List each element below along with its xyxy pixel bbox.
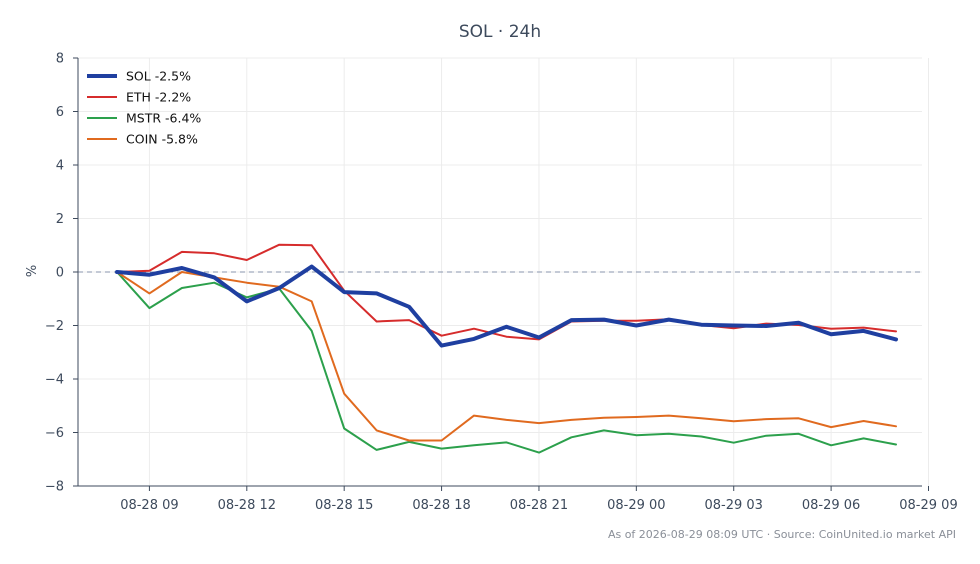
y-tick-label: −8	[45, 480, 64, 495]
y-tick-label: −4	[45, 373, 64, 388]
legend-label-coin: COIN -5.8%	[126, 132, 198, 147]
legend: SOL -2.5% ETH -2.2% MSTR -6.4% COIN -5.8%	[87, 69, 201, 147]
y-axis-label: %	[25, 265, 40, 277]
x-tick-label: 08-29 03	[704, 498, 762, 513]
x-tick-label: 08-28 12	[218, 498, 276, 513]
y-tick-label: 2	[56, 212, 64, 227]
series-line-mstr	[116, 271, 897, 454]
y-tick-label: −2	[45, 319, 64, 334]
x-tick-label: 08-28 15	[315, 498, 373, 513]
chart-title: SOL · 24h	[459, 22, 541, 42]
x-tick-label: 08-28 21	[510, 498, 568, 513]
legend-label-eth: ETH -2.2%	[126, 90, 191, 105]
series-layer	[115, 243, 898, 454]
series-line-eth	[116, 243, 897, 341]
series-line-sol	[115, 264, 898, 348]
legend-label-mstr: MSTR -6.4%	[126, 111, 201, 126]
legend-label-sol: SOL -2.5%	[126, 69, 191, 84]
axes-layer: −8 −6 −4 −2 0 2 4 6 8 08-28 09 08-28 12 08-28 15 08-…	[45, 52, 958, 514]
x-tick-label: 08-28 09	[120, 498, 178, 513]
x-tick-label: 08-29 06	[802, 498, 860, 513]
series-line-coin	[116, 271, 897, 442]
y-tick-label: −6	[45, 426, 64, 441]
y-tick-label: 6	[56, 105, 64, 120]
y-tick-label: 8	[56, 52, 64, 67]
x-tick-label: 08-28 18	[412, 498, 470, 513]
footer-source-note: As of 2026-08-29 08:09 UTC · Source: Coi…	[608, 528, 956, 541]
y-tick-label: 4	[56, 159, 64, 174]
x-tick-label: 08-29 00	[607, 498, 665, 513]
grid-layer	[78, 57, 929, 487]
x-tick-label: 08-29 09	[899, 498, 957, 513]
y-tick-label: 0	[56, 266, 64, 281]
